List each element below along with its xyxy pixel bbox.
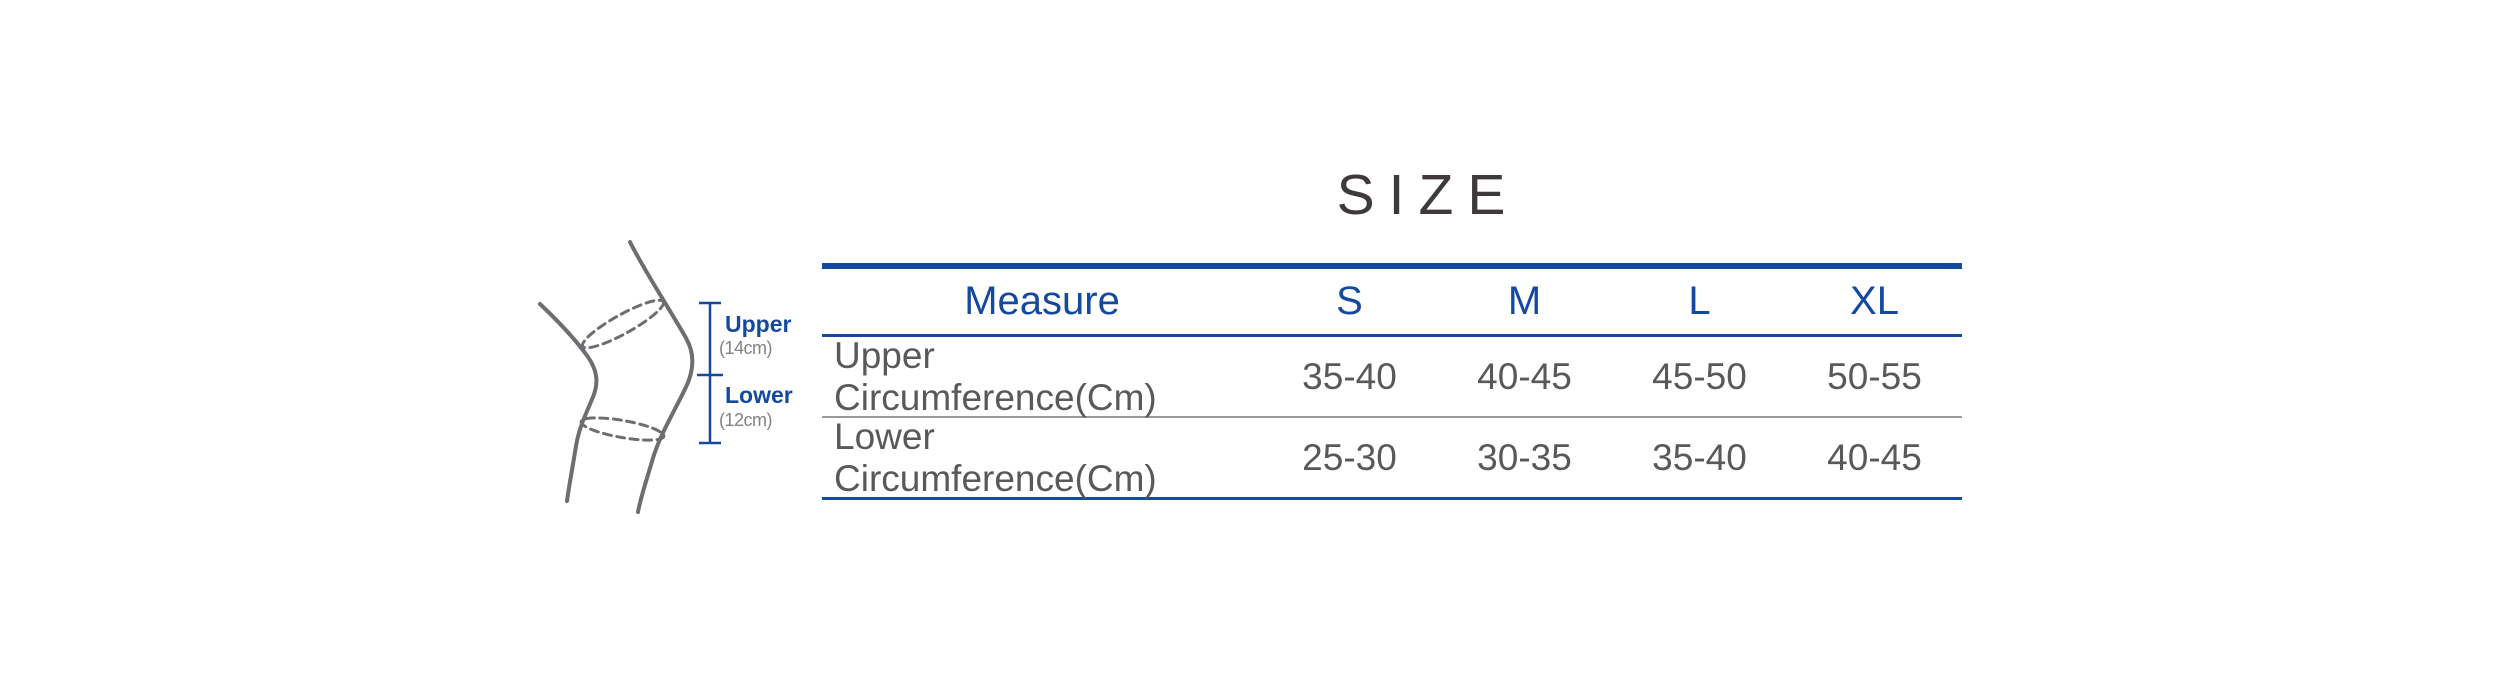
lower-circumference-ellipse xyxy=(579,416,666,442)
table-header-row: Measure S M L XL xyxy=(822,269,1962,334)
header-cell-measure: Measure xyxy=(964,279,1120,323)
header-cell-xl: XL xyxy=(1850,279,1899,323)
table-row-lower-circumference: Lower Circumference(Cm) 25-30 30-35 35-4… xyxy=(822,415,1962,499)
lower-section-length: (12cm) xyxy=(719,410,773,430)
value-cell-m: 40-45 xyxy=(1477,355,1572,397)
value-cell-s: 25-30 xyxy=(1302,436,1397,478)
measurement-bracket-icon xyxy=(697,301,723,445)
header-cell-s: S xyxy=(1336,279,1363,323)
size-chart-table: Measure S M L XL Upper Circumference(Cm)… xyxy=(822,263,1962,500)
header-cell-m: M xyxy=(1507,279,1542,323)
knee-measurement-diagram: Upper (14cm) Lower (12cm) xyxy=(520,230,830,520)
leg-back-outline xyxy=(538,302,599,503)
table-top-rule xyxy=(822,263,1962,269)
table-bottom-rule xyxy=(822,497,1962,500)
value-cell-s: 35-40 xyxy=(1302,355,1397,397)
row-label: Upper Circumference(Cm) xyxy=(834,334,1157,418)
row-divider-rule xyxy=(822,416,1962,418)
upper-circumference-ellipse xyxy=(581,298,665,350)
knee-diagram-icon xyxy=(538,240,723,514)
value-cell-l: 45-50 xyxy=(1652,355,1747,397)
upper-section-label: Upper xyxy=(725,311,792,337)
row-label: Lower Circumference(Cm) xyxy=(834,415,1157,499)
value-cell-xl: 50-55 xyxy=(1827,355,1922,397)
header-cell-l: L xyxy=(1688,279,1711,323)
header-divider-rule xyxy=(822,334,1962,337)
table-row-upper-circumference: Upper Circumference(Cm) 35-40 40-45 45-5… xyxy=(822,334,1962,418)
upper-section-length: (14cm) xyxy=(719,338,773,358)
page-title: SIZE xyxy=(1336,163,1520,227)
value-cell-m: 30-35 xyxy=(1477,436,1572,478)
lower-section-label: Lower xyxy=(725,382,793,408)
value-cell-xl: 40-45 xyxy=(1827,436,1922,478)
value-cell-l: 35-40 xyxy=(1652,436,1747,478)
leg-front-outline xyxy=(628,240,695,514)
